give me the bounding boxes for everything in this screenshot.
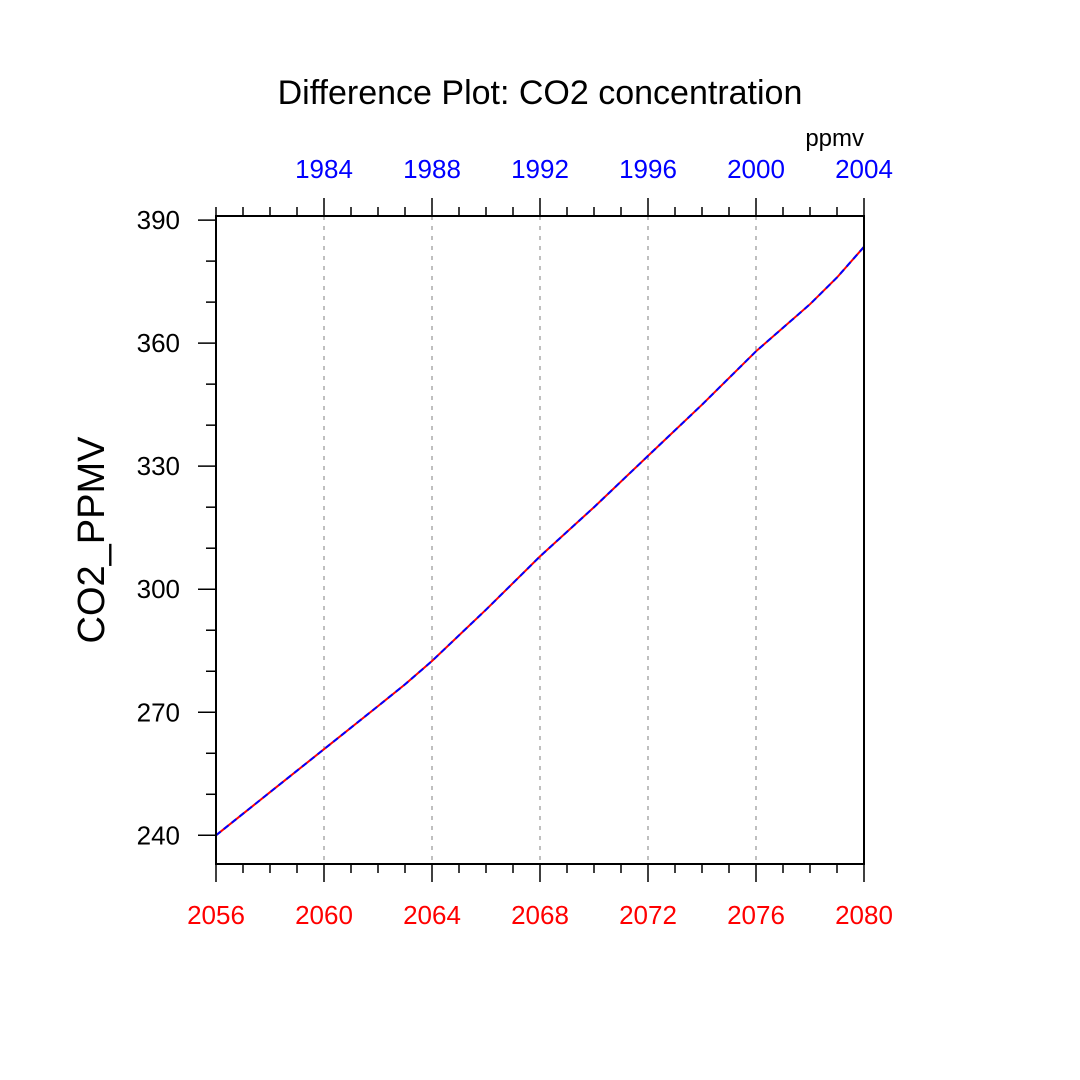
bottom-tick-label-6: 2080 — [835, 900, 893, 930]
units-label: ppmv — [805, 125, 864, 152]
y-tick-label-2: 300 — [137, 574, 180, 604]
bottom-tick-label-0: 2056 — [187, 900, 245, 930]
tick-layer — [198, 198, 865, 882]
chart-title: Difference Plot: CO2 concentration — [278, 74, 803, 112]
bottom-tick-label-2: 2064 — [403, 900, 461, 930]
y-tick-label-3: 330 — [137, 451, 180, 481]
top-tick-label-2: 1992 — [511, 154, 569, 184]
y-tick-label-5: 390 — [137, 205, 180, 235]
bottom-tick-label-3: 2068 — [511, 900, 569, 930]
plot-frame — [215, 215, 865, 865]
bottom-tick-label-5: 2076 — [727, 900, 785, 930]
top-tick-label-0: 1984 — [295, 154, 353, 184]
series-layer — [215, 246, 865, 837]
bottom-tick-label-4: 2072 — [619, 900, 677, 930]
y-axis-label: CO2_PPMV — [71, 436, 113, 644]
top-tick-label-1: 1988 — [403, 154, 461, 184]
label-layer: 2056 2060 2064 2068 2072 2076 2080 1984 1988 1992… — [137, 154, 893, 930]
y-tick-label-0: 240 — [137, 820, 180, 850]
y-tick-label-4: 360 — [137, 328, 180, 358]
y-tick-label-1: 270 — [137, 697, 180, 727]
top-tick-label-3: 1996 — [619, 154, 677, 184]
grid-layer — [323, 216, 757, 864]
series-line-blue — [215, 246, 865, 837]
top-tick-label-5: 2004 — [835, 154, 893, 184]
bottom-tick-label-1: 2060 — [295, 900, 353, 930]
top-tick-label-4: 2000 — [727, 154, 785, 184]
